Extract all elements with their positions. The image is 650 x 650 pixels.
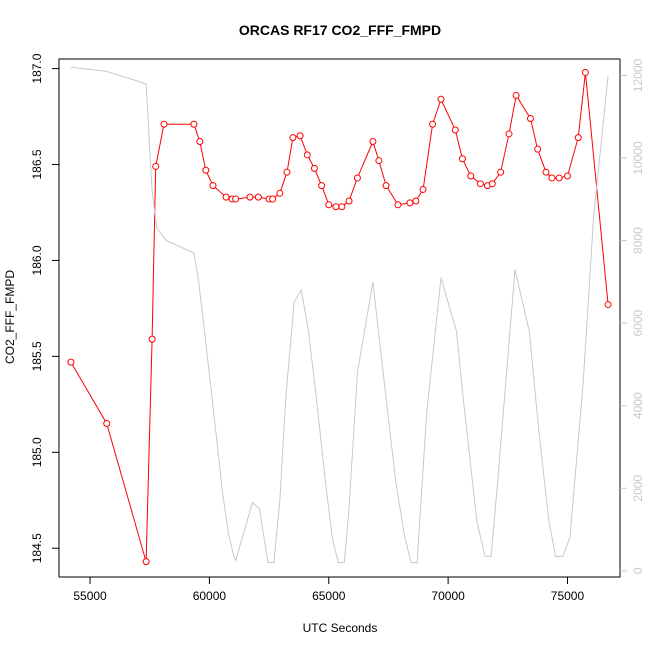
data-point (160, 120, 168, 128)
data-point (488, 180, 496, 188)
data-point (534, 145, 542, 153)
data-point (332, 203, 340, 211)
data-point (209, 182, 217, 190)
data-point (190, 120, 198, 128)
data-point (222, 193, 230, 201)
y-tick-label: 187.0 (30, 53, 44, 83)
y2-tick-label: 6000 (631, 309, 645, 336)
x-axis-label: UTC Seconds (303, 621, 378, 635)
data-point (232, 195, 240, 203)
y-tick-label: 186.0 (30, 245, 44, 275)
data-point (604, 301, 612, 309)
data-point (318, 182, 326, 190)
data-point (369, 137, 377, 145)
data-point (382, 182, 390, 190)
x-tick-label: 55000 (73, 589, 107, 603)
data-point (148, 335, 156, 343)
series-layer (67, 66, 612, 566)
x-tick-label: 65000 (312, 589, 346, 603)
y-axis: 184.5 185.0 185.5 186.0 186.5 187.0 (30, 53, 59, 563)
y-axis-label: CO2_FFF_FMPD (3, 270, 17, 364)
data-point (563, 172, 571, 180)
data-point (152, 162, 160, 170)
data-point (437, 95, 445, 103)
data-point (476, 180, 484, 188)
data-point (345, 197, 353, 205)
data-point (202, 166, 210, 174)
data-point (375, 157, 383, 165)
y-tick-label: 186.5 (30, 149, 44, 179)
data-point (406, 199, 414, 207)
x-tick-label: 70000 (431, 589, 465, 603)
data-point (276, 189, 284, 197)
data-point (429, 120, 437, 128)
data-point (296, 132, 304, 140)
data-point (353, 174, 361, 182)
data-point (303, 151, 311, 159)
y2-tick-label: 12000 (631, 59, 645, 93)
data-point (419, 185, 427, 193)
data-point (67, 358, 75, 366)
data-point (269, 195, 277, 203)
y2-tick-label: 8000 (631, 227, 645, 254)
data-point (548, 174, 556, 182)
data-point (458, 155, 466, 163)
data-point (526, 114, 534, 122)
chart-title: ORCAS RF17 CO2_FFF_FMPD (239, 22, 441, 38)
data-point (246, 193, 254, 201)
data-point (467, 172, 475, 180)
data-point (412, 197, 420, 205)
data-point (451, 126, 459, 134)
y2-tick-label: 2000 (631, 475, 645, 502)
x-tick-label: 60000 (193, 589, 227, 603)
data-point (254, 193, 262, 201)
y-tick-label: 185.5 (30, 341, 44, 371)
data-point (574, 134, 582, 142)
y2-axis: 0 2000 4000 6000 8000 10000 12000 (620, 59, 645, 574)
data-point (310, 164, 318, 172)
data-point (505, 130, 513, 138)
data-point (142, 558, 150, 566)
primary-series-line (70, 72, 609, 562)
data-point (283, 168, 291, 176)
y2-tick-label: 4000 (631, 392, 645, 419)
y2-tick-label: 10000 (631, 141, 645, 175)
data-point (497, 168, 505, 176)
data-point (394, 201, 402, 209)
data-point (103, 420, 111, 428)
data-point (289, 134, 297, 142)
data-point (325, 201, 333, 209)
data-point (581, 68, 589, 76)
y-tick-label: 185.0 (30, 437, 44, 467)
data-point (555, 174, 563, 182)
data-point (512, 91, 520, 99)
y2-tick-label: 0 (631, 567, 645, 574)
y-tick-label: 184.5 (30, 533, 44, 563)
data-point (338, 203, 346, 211)
x-tick-label: 75000 (551, 589, 585, 603)
plot-frame (58, 58, 621, 578)
data-point (542, 168, 550, 176)
secondary-series-line (70, 66, 609, 564)
x-axis: 55000 60000 65000 70000 75000 (73, 577, 584, 603)
data-point (196, 137, 204, 145)
